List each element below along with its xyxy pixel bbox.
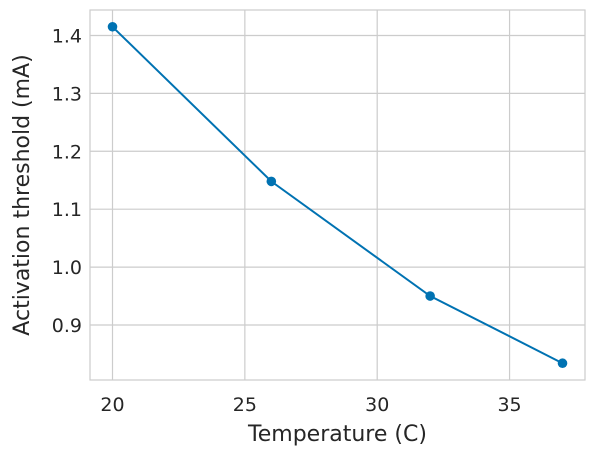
- data-series: [107, 21, 568, 369]
- data-point: [266, 176, 277, 187]
- data-point: [425, 291, 435, 301]
- y-tick-labels: 0.9 1.0 1.1 1.2 1.3 1.4: [52, 25, 82, 337]
- series-line: [111, 26, 563, 365]
- data-point: [107, 21, 118, 32]
- x-tick-label: 20: [100, 394, 124, 416]
- x-tick-label: 35: [497, 394, 521, 416]
- y-tick-label: 1.1: [52, 199, 82, 221]
- y-tick-label: 1.0: [52, 257, 82, 279]
- x-tick-label: 30: [365, 394, 389, 416]
- y-tick-label: 1.2: [52, 141, 82, 163]
- y-tick-label: 0.9: [52, 315, 82, 337]
- plot-frame: [89, 9, 586, 381]
- y-tick-label: 1.4: [52, 25, 82, 47]
- grid-lines: [90, 10, 585, 380]
- y-tick-label: 1.3: [52, 83, 82, 105]
- x-axis-label: Temperature (C): [247, 422, 427, 447]
- data-point: [557, 358, 568, 369]
- x-tick-labels: 20 25 30 35: [100, 394, 521, 416]
- y-axis-label: Activation threshold (mA): [10, 54, 35, 335]
- x-tick-label: 25: [233, 394, 257, 416]
